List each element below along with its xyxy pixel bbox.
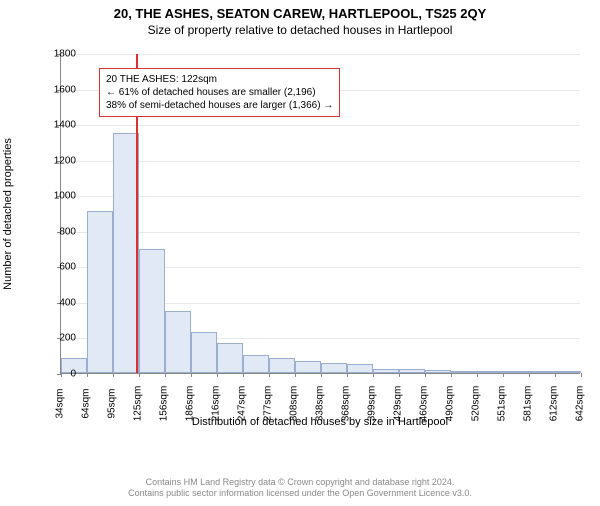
histogram-bar — [477, 371, 503, 373]
x-tick — [477, 373, 478, 377]
histogram-bar — [555, 371, 581, 373]
x-tick-label: 156sqm — [159, 386, 170, 422]
y-tick-label: 400 — [36, 297, 76, 308]
x-tick-label: 368sqm — [341, 386, 352, 422]
x-tick — [529, 373, 530, 377]
x-tick-label: 308sqm — [289, 386, 300, 422]
x-tick-label: 581sqm — [523, 386, 534, 422]
x-tick — [373, 373, 374, 377]
y-tick-label: 1200 — [36, 155, 76, 166]
x-tick-label: 460sqm — [419, 386, 430, 422]
y-tick-label: 600 — [36, 262, 76, 273]
y-tick-label: 800 — [36, 226, 76, 237]
page-subtitle: Size of property relative to detached ho… — [0, 23, 600, 37]
x-tick-label: 642sqm — [575, 386, 586, 422]
plot-area: 20 THE ASHES: 122sqm← 61% of detached ho… — [60, 54, 580, 374]
y-tick-label: 1800 — [36, 49, 76, 60]
x-tick-label: 429sqm — [393, 386, 404, 422]
x-tick-label: 277sqm — [263, 386, 274, 422]
x-tick-label: 216sqm — [211, 386, 222, 422]
x-tick — [269, 373, 270, 377]
x-tick — [165, 373, 166, 377]
histogram-bar — [87, 211, 113, 373]
histogram-bar — [269, 358, 295, 373]
histogram-bar — [113, 133, 139, 373]
callout-line: 20 THE ASHES: 122sqm — [106, 73, 333, 86]
y-tick-label: 1000 — [36, 191, 76, 202]
gridline — [61, 125, 580, 126]
x-tick — [191, 373, 192, 377]
histogram-bar — [373, 369, 399, 373]
chart-area: 20 THE ASHES: 122sqm← 61% of detached ho… — [60, 54, 580, 414]
x-tick — [243, 373, 244, 377]
footer-line-1: Contains HM Land Registry data © Crown c… — [0, 477, 600, 489]
histogram-bar — [451, 371, 477, 373]
y-tick-label: 0 — [36, 369, 76, 380]
x-tick — [139, 373, 140, 377]
callout-box: 20 THE ASHES: 122sqm← 61% of detached ho… — [99, 68, 340, 117]
x-tick-label: 186sqm — [185, 386, 196, 422]
x-tick-label: 520sqm — [471, 386, 482, 422]
x-tick — [113, 373, 114, 377]
x-tick-label: 95sqm — [107, 388, 118, 418]
callout-line: ← 61% of detached houses are smaller (2,… — [106, 86, 333, 99]
page-title: 20, THE ASHES, SEATON CAREW, HARTLEPOOL,… — [0, 6, 600, 21]
y-tick-label: 1600 — [36, 84, 76, 95]
x-tick — [321, 373, 322, 377]
x-tick-label: 125sqm — [133, 386, 144, 422]
histogram-bar — [295, 361, 321, 373]
x-tick-label: 490sqm — [445, 386, 456, 422]
histogram-bar — [399, 369, 425, 373]
histogram-bar — [217, 343, 243, 373]
x-tick-label: 338sqm — [315, 386, 326, 422]
x-tick-label: 612sqm — [549, 386, 560, 422]
x-tick — [425, 373, 426, 377]
x-tick — [347, 373, 348, 377]
x-tick — [581, 373, 582, 377]
y-axis-label: Number of detached properties — [2, 138, 14, 290]
histogram-bar — [243, 355, 269, 373]
histogram-bar — [425, 370, 451, 373]
histogram-bar — [529, 371, 555, 373]
x-tick — [217, 373, 218, 377]
x-tick-label: 34sqm — [55, 388, 66, 418]
histogram-bar — [347, 364, 373, 373]
histogram-bar — [139, 249, 165, 373]
histogram-bar — [165, 311, 191, 373]
y-tick-label: 1400 — [36, 120, 76, 131]
footer-line-2: Contains public sector information licen… — [0, 488, 600, 500]
x-tick — [555, 373, 556, 377]
histogram-bar — [321, 363, 347, 373]
histogram-bar — [191, 332, 217, 373]
x-tick — [399, 373, 400, 377]
histogram-bar — [503, 371, 529, 373]
gridline — [61, 54, 580, 55]
x-tick-label: 399sqm — [367, 386, 378, 422]
x-tick — [503, 373, 504, 377]
x-tick-label: 247sqm — [237, 386, 248, 422]
callout-line: 38% of semi-detached houses are larger (… — [106, 99, 333, 112]
x-tick-label: 551sqm — [497, 386, 508, 422]
footer: Contains HM Land Registry data © Crown c… — [0, 477, 600, 500]
x-tick — [87, 373, 88, 377]
x-tick-label: 64sqm — [81, 388, 92, 418]
x-tick — [295, 373, 296, 377]
x-tick — [451, 373, 452, 377]
y-tick-label: 200 — [36, 333, 76, 344]
